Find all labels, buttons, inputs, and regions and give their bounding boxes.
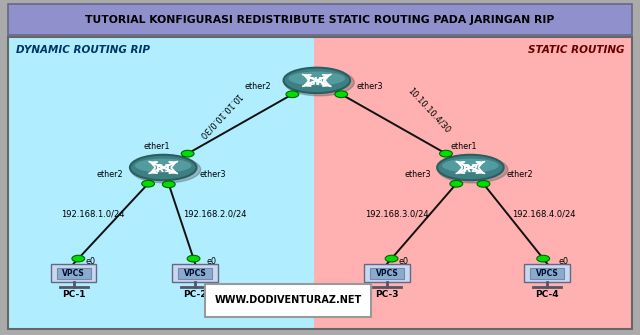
Text: e0: e0: [559, 258, 569, 266]
Text: ether2: ether2: [97, 170, 124, 179]
Ellipse shape: [438, 156, 508, 183]
Text: GW: GW: [307, 77, 327, 87]
Text: 10.10.10.4/30: 10.10.10.4/30: [406, 86, 452, 135]
Text: ether2: ether2: [507, 170, 534, 179]
Circle shape: [477, 181, 490, 187]
FancyBboxPatch shape: [314, 37, 632, 329]
Circle shape: [141, 180, 154, 187]
Text: e0: e0: [207, 258, 217, 266]
Ellipse shape: [442, 158, 499, 173]
FancyBboxPatch shape: [8, 37, 632, 329]
Ellipse shape: [437, 155, 504, 180]
Circle shape: [187, 255, 200, 262]
Text: PC-1: PC-1: [62, 290, 85, 299]
FancyBboxPatch shape: [56, 268, 91, 279]
Circle shape: [163, 181, 175, 188]
Text: PC-3: PC-3: [376, 290, 399, 299]
FancyBboxPatch shape: [370, 268, 404, 279]
Circle shape: [440, 150, 452, 157]
Text: e0: e0: [399, 258, 409, 266]
Text: 192.168.4.0/24: 192.168.4.0/24: [512, 209, 576, 218]
Circle shape: [335, 91, 348, 97]
FancyBboxPatch shape: [178, 268, 212, 279]
Text: PC-2: PC-2: [184, 290, 207, 299]
Ellipse shape: [135, 158, 191, 173]
Text: ether1: ether1: [451, 142, 477, 151]
Text: 192.168.3.0/24: 192.168.3.0/24: [365, 209, 429, 218]
Circle shape: [537, 255, 550, 262]
Text: DYNAMIC ROUTING RIP: DYNAMIC ROUTING RIP: [16, 45, 150, 55]
Text: TUTORIAL KONFIGURASI REDISTRIBUTE STATIC ROUTING PADA JARINGAN RIP: TUTORIAL KONFIGURASI REDISTRIBUTE STATIC…: [85, 15, 555, 25]
Text: ether3: ether3: [200, 170, 226, 179]
Text: VPCS: VPCS: [376, 269, 399, 278]
Circle shape: [286, 91, 299, 97]
Ellipse shape: [130, 155, 196, 180]
Ellipse shape: [284, 69, 355, 96]
Text: e0: e0: [85, 258, 95, 266]
Text: 192.168.1.0/24: 192.168.1.0/24: [61, 209, 125, 218]
Ellipse shape: [131, 156, 201, 183]
Text: WWW.DODIVENTURAZ.NET: WWW.DODIVENTURAZ.NET: [214, 295, 362, 305]
Text: STATIC ROUTING: STATIC ROUTING: [527, 45, 624, 55]
FancyBboxPatch shape: [530, 268, 564, 279]
Text: VPCS: VPCS: [184, 269, 207, 278]
Text: 192.168.2.0/24: 192.168.2.0/24: [182, 209, 246, 218]
FancyBboxPatch shape: [365, 264, 410, 282]
Text: 10.10.10.0/30: 10.10.10.0/30: [196, 91, 243, 140]
Ellipse shape: [289, 71, 345, 85]
Text: VPCS: VPCS: [62, 269, 85, 278]
Text: R2: R2: [463, 164, 478, 174]
Circle shape: [450, 181, 463, 187]
Text: ether3: ether3: [356, 82, 383, 91]
Text: ether3: ether3: [404, 170, 431, 179]
Text: R1: R1: [156, 164, 171, 174]
FancyBboxPatch shape: [51, 264, 97, 282]
FancyBboxPatch shape: [8, 37, 314, 329]
Circle shape: [181, 150, 194, 157]
Circle shape: [385, 255, 398, 262]
Text: VPCS: VPCS: [536, 269, 559, 278]
FancyBboxPatch shape: [205, 284, 371, 317]
Text: PC-4: PC-4: [536, 290, 559, 299]
Text: ether1: ether1: [143, 142, 170, 151]
Text: ether2: ether2: [244, 82, 271, 91]
FancyBboxPatch shape: [525, 264, 570, 282]
FancyBboxPatch shape: [172, 264, 218, 282]
Ellipse shape: [284, 68, 350, 93]
Circle shape: [72, 255, 84, 262]
FancyBboxPatch shape: [8, 4, 632, 35]
